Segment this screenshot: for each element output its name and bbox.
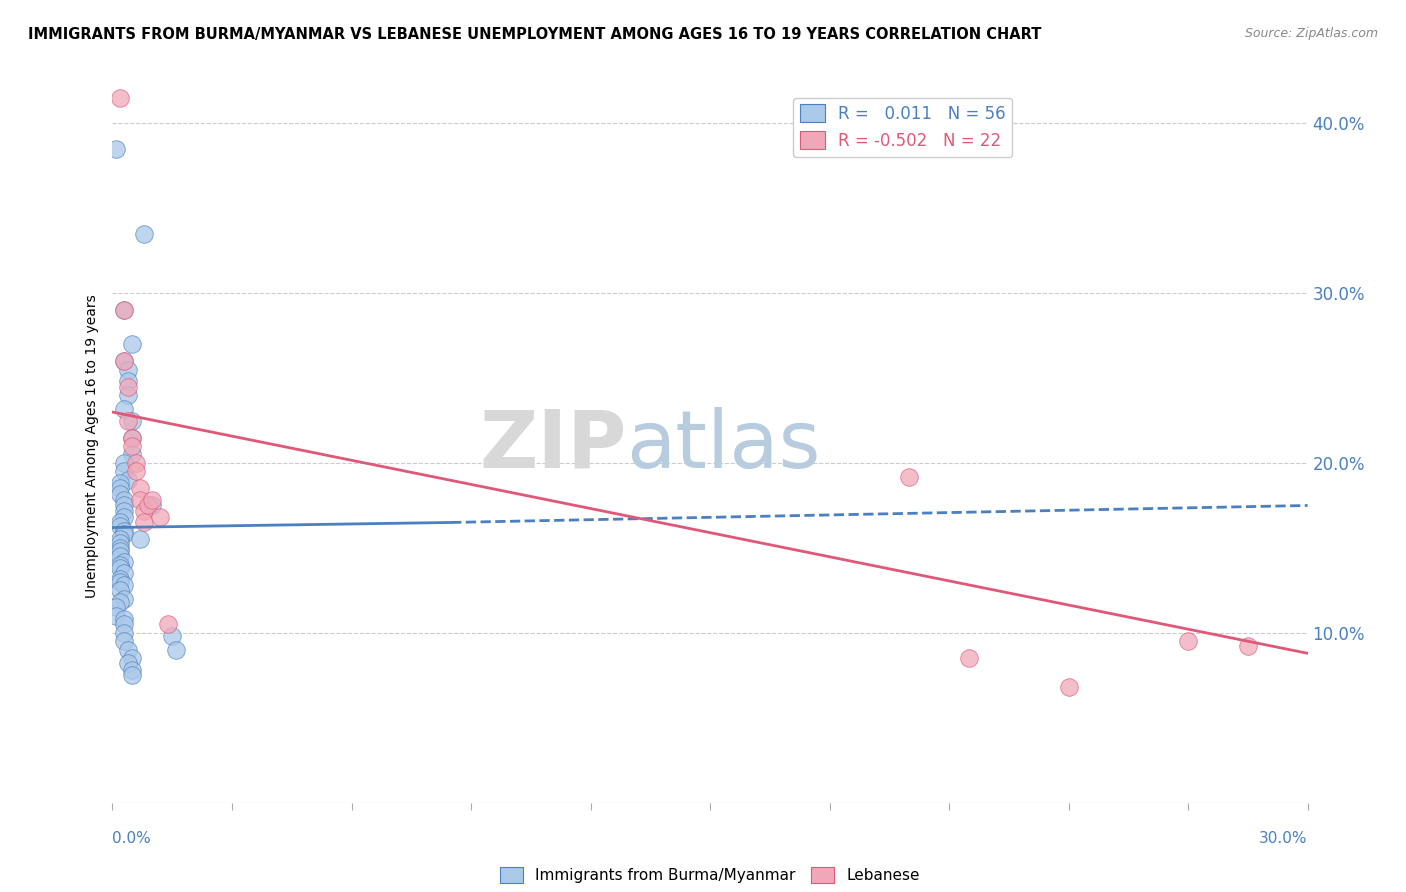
Point: [114, 465, 135, 479]
Point: [110, 561, 132, 575]
Point: [110, 544, 132, 558]
Point: [105, 142, 128, 156]
Point: [117, 413, 139, 427]
Point: [110, 486, 132, 500]
Point: [1237, 640, 1260, 654]
Point: [141, 493, 163, 508]
Point: [114, 566, 135, 581]
Point: [117, 362, 139, 376]
Point: [121, 337, 143, 351]
Point: [110, 91, 132, 105]
Point: [105, 600, 128, 615]
Point: [117, 379, 139, 393]
Point: [114, 527, 135, 541]
Point: [138, 499, 160, 513]
Point: [114, 591, 135, 606]
Point: [121, 651, 143, 665]
Point: [117, 473, 139, 487]
Text: IMMIGRANTS FROM BURMA/MYANMAR VS LEBANESE UNEMPLOYMENT AMONG AGES 16 TO 19 YEARS: IMMIGRANTS FROM BURMA/MYANMAR VS LEBANES…: [28, 27, 1042, 42]
Point: [121, 430, 143, 444]
Point: [114, 354, 135, 368]
Text: atlas: atlas: [626, 407, 821, 485]
Point: [114, 555, 135, 569]
Text: Source: ZipAtlas.com: Source: ZipAtlas.com: [1244, 27, 1378, 40]
Point: [110, 541, 132, 555]
Point: [134, 516, 156, 530]
Point: [129, 493, 152, 508]
Point: [121, 439, 143, 453]
Point: [134, 503, 156, 517]
Point: [121, 430, 143, 444]
Point: [114, 612, 135, 626]
Y-axis label: Unemployment Among Ages 16 to 19 years: Unemployment Among Ages 16 to 19 years: [86, 294, 100, 598]
Point: [117, 375, 139, 389]
Point: [114, 503, 135, 517]
Point: [114, 617, 135, 632]
Point: [110, 574, 132, 589]
Text: 0.0%: 0.0%: [112, 831, 152, 846]
Point: [157, 617, 180, 632]
Point: [165, 643, 187, 657]
Point: [1177, 634, 1199, 648]
Point: [114, 524, 135, 538]
Point: [117, 388, 139, 402]
Point: [114, 510, 135, 524]
Point: [110, 519, 132, 533]
Point: [121, 668, 143, 682]
Point: [129, 533, 152, 547]
Point: [149, 510, 172, 524]
Point: [957, 651, 980, 665]
Point: [105, 608, 128, 623]
Point: [114, 578, 135, 592]
Point: [110, 536, 132, 550]
Point: [117, 643, 139, 657]
Point: [110, 533, 132, 547]
Point: [114, 401, 135, 416]
Point: [110, 516, 132, 530]
Point: [121, 448, 143, 462]
Legend: Immigrants from Burma/Myanmar, Lebanese: Immigrants from Burma/Myanmar, Lebanese: [494, 861, 927, 889]
Point: [141, 499, 163, 513]
Point: [114, 493, 135, 508]
Point: [162, 629, 183, 643]
Point: [110, 595, 132, 609]
Point: [114, 634, 135, 648]
Point: [110, 558, 132, 572]
Point: [134, 227, 156, 241]
Point: [125, 456, 148, 470]
Point: [125, 465, 148, 479]
Point: [110, 583, 132, 598]
Point: [110, 476, 132, 491]
Point: [114, 354, 135, 368]
Point: [129, 482, 152, 496]
Point: [114, 499, 135, 513]
Point: [110, 572, 132, 586]
Point: [898, 469, 921, 483]
Point: [110, 482, 132, 496]
Point: [110, 549, 132, 564]
Text: ZIP: ZIP: [479, 407, 626, 485]
Point: [114, 456, 135, 470]
Point: [1057, 680, 1080, 694]
Point: [117, 657, 139, 671]
Point: [121, 663, 143, 677]
Point: [114, 303, 135, 318]
Point: [114, 626, 135, 640]
Point: [121, 413, 143, 427]
Text: 30.0%: 30.0%: [1260, 831, 1308, 846]
Point: [114, 303, 135, 318]
